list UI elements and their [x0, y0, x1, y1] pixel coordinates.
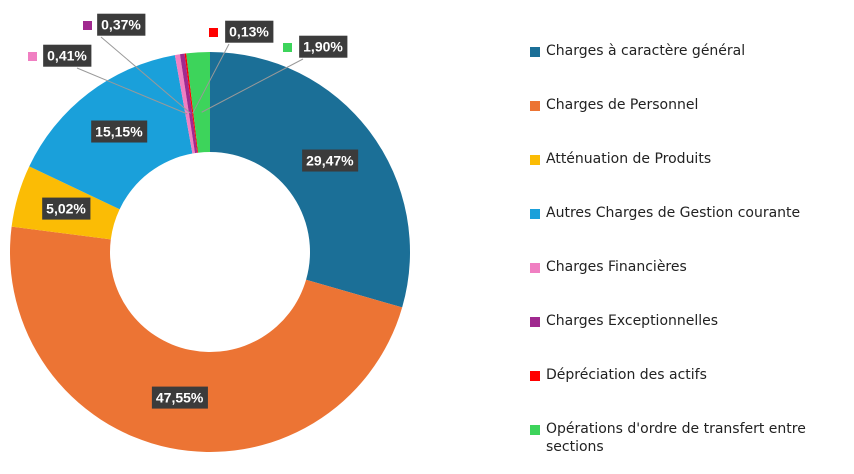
- leader-line: [201, 58, 304, 113]
- data-label-group: 29,47%: [302, 149, 359, 172]
- data-label: 1,90%: [303, 39, 343, 55]
- legend-item: Opérations d'ordre de transfert entre se…: [530, 420, 840, 474]
- donut-segment: [10, 226, 403, 452]
- data-label-box: [302, 149, 359, 172]
- leader-line: [76, 67, 188, 115]
- data-label-box: [299, 35, 348, 58]
- legend-swatch: [530, 101, 540, 111]
- legend-label: Dépréciation des actifs: [546, 367, 707, 383]
- legend-label: Autres Charges de Gestion courante: [546, 205, 801, 221]
- label-marker: [28, 52, 37, 61]
- legend-label: Charges Exceptionnelles: [546, 313, 719, 329]
- data-label-box: [225, 20, 274, 43]
- legend: Charges à caractère général Charges de Pe…: [530, 42, 840, 474]
- data-label: 0,37%: [101, 17, 141, 33]
- data-label-box: [43, 44, 92, 67]
- data-label: 5,02%: [46, 201, 86, 217]
- data-label-group: 0,41%: [43, 44, 92, 67]
- legend-item: Dépréciation des actifs: [530, 366, 840, 420]
- leader-line: [100, 36, 191, 114]
- chart: 29,47% 47,55% 5,02% 15,15% 0,41% 0,37% 0,13% 1,…: [10, 13, 410, 452]
- leader-line: [192, 43, 230, 114]
- data-label: 15,15%: [95, 124, 143, 140]
- data-label: 0,41%: [47, 48, 87, 64]
- legend-swatch: [530, 209, 540, 219]
- data-label-box: [91, 120, 148, 143]
- data-label-group: 5,02%: [42, 197, 91, 220]
- legend-swatch: [530, 317, 540, 327]
- label-marker: [209, 28, 218, 37]
- data-label-group: 47,55%: [151, 386, 208, 409]
- data-label-group: 1,90%: [299, 35, 348, 58]
- data-label: 0,13%: [229, 24, 269, 40]
- donut-segment: [184, 53, 199, 153]
- legend-swatch: [530, 371, 540, 381]
- legend-swatch: [530, 155, 540, 165]
- legend-swatch: [530, 425, 540, 435]
- data-label-box: [97, 13, 146, 36]
- legend-item: Charges à caractère général: [530, 42, 840, 96]
- data-label-group: 0,13%: [225, 20, 274, 43]
- legend-label: Charges à caractère général: [546, 43, 746, 59]
- label-marker: [83, 21, 92, 30]
- legend-item: Atténuation de Produits: [530, 150, 840, 204]
- legend-item: Charges de Personnel: [530, 96, 840, 150]
- donut-segment: [210, 52, 410, 308]
- label-marker: [283, 43, 292, 52]
- donut-segment: [179, 53, 198, 154]
- legend-item: Autres Charges de Gestion courante: [530, 204, 840, 258]
- legend-label: Charges Financières: [546, 259, 687, 275]
- data-label-box: [151, 386, 208, 409]
- data-label: 47,55%: [156, 390, 204, 406]
- data-label-box: [42, 197, 91, 220]
- data-label-group: 0,37%: [97, 13, 146, 36]
- page: {"chart_data": {"type": "donut", "catego…: [10, 13, 806, 455]
- legend-label: Charges de Personnel: [546, 97, 699, 113]
- data-label-group: 15,15%: [91, 120, 148, 143]
- legend-label: Atténuation de Produits: [546, 151, 712, 167]
- legend-label: Opérations d'ordre de transfert entre se…: [546, 421, 806, 455]
- data-label: 29,47%: [306, 153, 354, 169]
- donut-segment: [174, 54, 195, 154]
- legend-swatch: [530, 47, 540, 57]
- legend-item: Charges Exceptionnelles: [530, 312, 840, 366]
- legend-swatch: [530, 263, 540, 273]
- legend-item: Charges Financières: [530, 258, 840, 312]
